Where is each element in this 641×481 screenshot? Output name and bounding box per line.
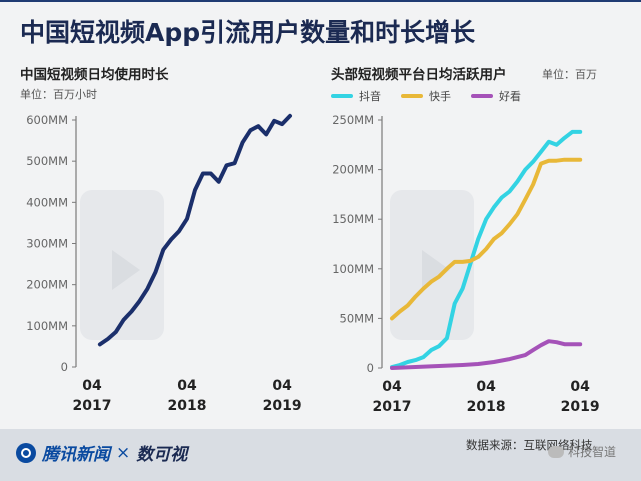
watermark-text: 科技智道 bbox=[568, 445, 617, 459]
x-tick-label-month: 04 bbox=[177, 378, 197, 394]
x-tick-label-month: 04 bbox=[570, 379, 590, 395]
legend-item-douyin: 抖音 bbox=[331, 88, 381, 104]
legend-swatch-haokan bbox=[471, 94, 493, 98]
legend-label-haokan: 好看 bbox=[499, 90, 521, 103]
left-chart-title: 中国短视频日均使用时长 bbox=[20, 67, 169, 83]
x-tick-label-month: 04 bbox=[476, 379, 496, 395]
top-accent-bar bbox=[0, 0, 641, 2]
y-tick-label: 50MM bbox=[340, 311, 374, 325]
y-tick-label: 0 bbox=[61, 360, 68, 374]
y-tick-label: 300MM bbox=[26, 237, 68, 251]
page-title: 中国短视频App引流用户数量和时长增长 bbox=[20, 18, 476, 47]
phone-watermark-graphic bbox=[80, 190, 164, 340]
y-tick-label: 500MM bbox=[26, 154, 68, 168]
right-chart-title: 头部短视频平台日均活跃用户 bbox=[331, 67, 507, 83]
y-tick-label: 0 bbox=[367, 361, 374, 375]
watermark: 科技智道 bbox=[548, 443, 616, 460]
x-tick-label-year: 2019 bbox=[263, 398, 302, 414]
x-tick-label-year: 2018 bbox=[467, 399, 506, 415]
legend-item-haokan: 好看 bbox=[471, 88, 521, 104]
legend-swatch-kuaishou bbox=[401, 94, 423, 98]
y-tick-label: 100MM bbox=[26, 319, 68, 333]
series-line-kuaishou bbox=[390, 157, 583, 321]
y-tick-label: 100MM bbox=[332, 262, 374, 276]
brand-name-2: 数可视 bbox=[136, 445, 188, 465]
x-tick-label-month: 04 bbox=[82, 378, 102, 394]
tencent-news-logo-icon bbox=[16, 442, 36, 463]
x-tick-label-month: 04 bbox=[382, 379, 402, 395]
brand-separator: × bbox=[116, 442, 131, 463]
legend-label-douyin: 抖音 bbox=[359, 90, 381, 103]
x-tick-label-year: 2018 bbox=[168, 398, 207, 414]
left-chart-unit: 单位：百万小时 bbox=[20, 88, 97, 101]
right-chart-unit: 单位：百万 bbox=[542, 68, 597, 81]
legend-item-kuaishou: 快手 bbox=[401, 88, 451, 104]
y-tick-label: 150MM bbox=[332, 212, 374, 226]
footer-bar: 腾讯新闻 × 数可视 数据来源：互联网络科技 科技智道 bbox=[0, 429, 641, 481]
legend-swatch-douyin bbox=[331, 94, 353, 98]
series-line-usage bbox=[97, 113, 292, 347]
legend-label-kuaishou: 快手 bbox=[429, 90, 451, 103]
y-tick-label: 400MM bbox=[26, 195, 68, 209]
brand-name: 腾讯新闻 bbox=[42, 445, 110, 465]
y-tick-label: 600MM bbox=[26, 113, 68, 127]
wechat-icon bbox=[548, 445, 564, 458]
x-tick-label-year: 2017 bbox=[373, 399, 412, 415]
series-line-haokan bbox=[390, 339, 583, 370]
footer-brand: 腾讯新闻 × 数可视 bbox=[16, 440, 187, 465]
y-tick-label: 250MM bbox=[332, 113, 374, 127]
dau-chart: 0 50MM 100MM 150MM 200MM 250MM 04 2017 04 2018 04 2… bbox=[332, 113, 600, 415]
right-chart-legend: 抖音 快手 好看 bbox=[331, 88, 631, 104]
y-tick-label: 200MM bbox=[26, 278, 68, 292]
x-tick-label-month: 04 bbox=[272, 378, 292, 394]
x-tick-label-year: 2017 bbox=[73, 398, 112, 414]
x-tick-label-year: 2019 bbox=[561, 399, 600, 415]
phone-watermark-graphic bbox=[390, 190, 474, 340]
daily-usage-chart: 0 100MM 200MM 300MM 400MM 500MM 600MM 04 2017 04 2… bbox=[26, 113, 302, 414]
series-line-douyin bbox=[390, 129, 583, 369]
y-tick-label: 200MM bbox=[332, 163, 374, 177]
